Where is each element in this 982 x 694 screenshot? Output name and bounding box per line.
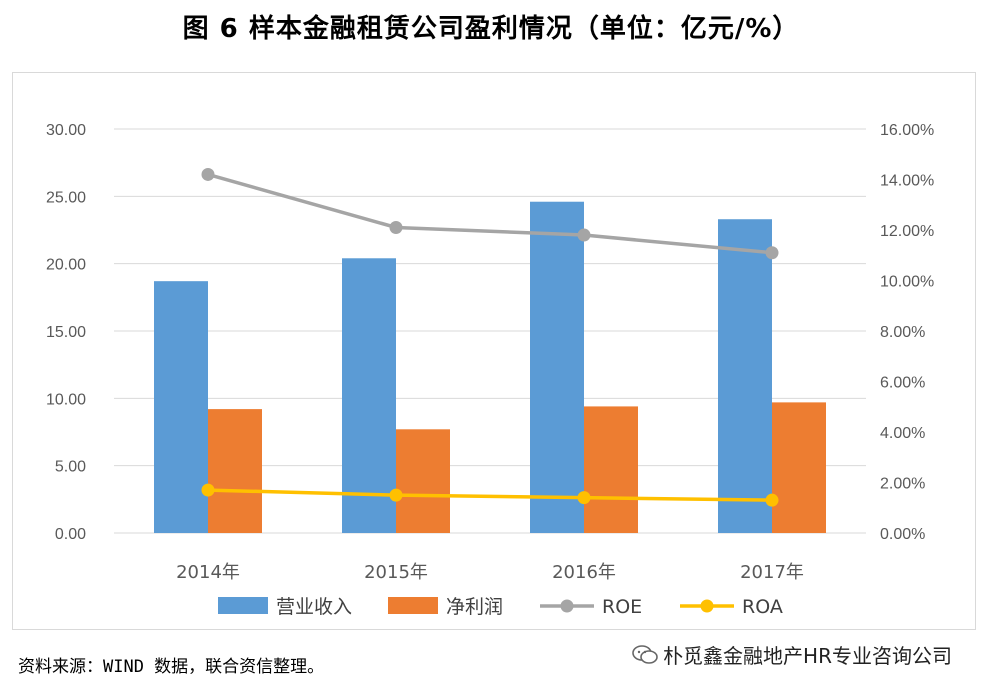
source-note: 资料来源：WIND 数据，联合资信整理。 bbox=[18, 657, 325, 677]
combo-chart: 0.00 5.00 10.00 15.00 20.00 25.00 30.00 0.00% 2.… bbox=[46, 122, 934, 618]
legend-profit-label: 净利润 bbox=[446, 596, 503, 618]
y-left-tick-label: 0.00 bbox=[55, 526, 86, 543]
profit-bar bbox=[208, 409, 262, 533]
watermark-text: 朴觅鑫金融地产HR专业咨询公司 bbox=[663, 644, 952, 668]
chart-frame bbox=[12, 72, 976, 630]
wechat-icon bbox=[632, 644, 658, 664]
y-right-tick-label: 4.00% bbox=[880, 425, 925, 442]
roa-point bbox=[765, 493, 779, 507]
legend-profit-swatch bbox=[388, 597, 438, 614]
y-right-tick-label: 0.00% bbox=[880, 526, 925, 543]
roe-point bbox=[765, 246, 779, 260]
legend-roa-label: ROA bbox=[742, 596, 783, 618]
roe-point bbox=[577, 228, 591, 242]
y-right-tick-label: 6.00% bbox=[880, 375, 925, 392]
legend-revenue-label: 营业收入 bbox=[276, 596, 352, 618]
y-left-tick-label: 30.00 bbox=[46, 122, 86, 139]
profit-bar bbox=[772, 402, 826, 533]
legend-revenue-swatch bbox=[218, 597, 268, 614]
roe-point bbox=[201, 167, 215, 181]
y-left-tick-label: 15.00 bbox=[46, 324, 86, 341]
y-left-tick-label: 5.00 bbox=[55, 459, 86, 476]
chart-title: 图 6 样本金融租赁公司盈利情况（单位：亿元/%） bbox=[182, 14, 800, 44]
revenue-bar bbox=[718, 219, 772, 533]
roe-line bbox=[207, 172, 773, 255]
x-category-label: 2015年 bbox=[364, 562, 428, 583]
legend-roe-marker bbox=[560, 599, 574, 613]
x-category-label: 2014年 bbox=[176, 562, 240, 583]
x-category-label: 2017年 bbox=[740, 562, 804, 583]
revenue-bar bbox=[530, 201, 584, 533]
roa-point bbox=[201, 483, 215, 497]
roa-line bbox=[207, 488, 773, 502]
watermark: 朴觅鑫金融地产HR专业咨询公司 bbox=[631, 640, 952, 669]
y-left-tick-label: 20.00 bbox=[46, 257, 86, 274]
legend-roa-marker bbox=[700, 599, 714, 613]
y-right-tick-label: 16.00% bbox=[880, 122, 934, 139]
profit-bar bbox=[584, 406, 638, 533]
roa-point bbox=[389, 488, 403, 502]
profit-bar bbox=[396, 429, 450, 533]
y-right-tick-label: 8.00% bbox=[880, 324, 925, 341]
y-right-tick-label: 14.00% bbox=[880, 173, 934, 190]
revenue-bar bbox=[342, 258, 396, 533]
revenue-bar bbox=[154, 281, 208, 533]
legend-roe-label: ROE bbox=[602, 596, 642, 618]
y-left-tick-label: 25.00 bbox=[46, 189, 86, 206]
y-right-tick-label: 12.00% bbox=[880, 223, 934, 240]
y-left-tick-label: 10.00 bbox=[46, 391, 86, 408]
y-right-tick-label: 2.00% bbox=[880, 476, 925, 493]
x-category-label: 2016年 bbox=[552, 562, 616, 583]
roe-point bbox=[389, 220, 403, 234]
roa-point bbox=[577, 491, 591, 505]
y-right-tick-label: 10.00% bbox=[880, 274, 934, 291]
